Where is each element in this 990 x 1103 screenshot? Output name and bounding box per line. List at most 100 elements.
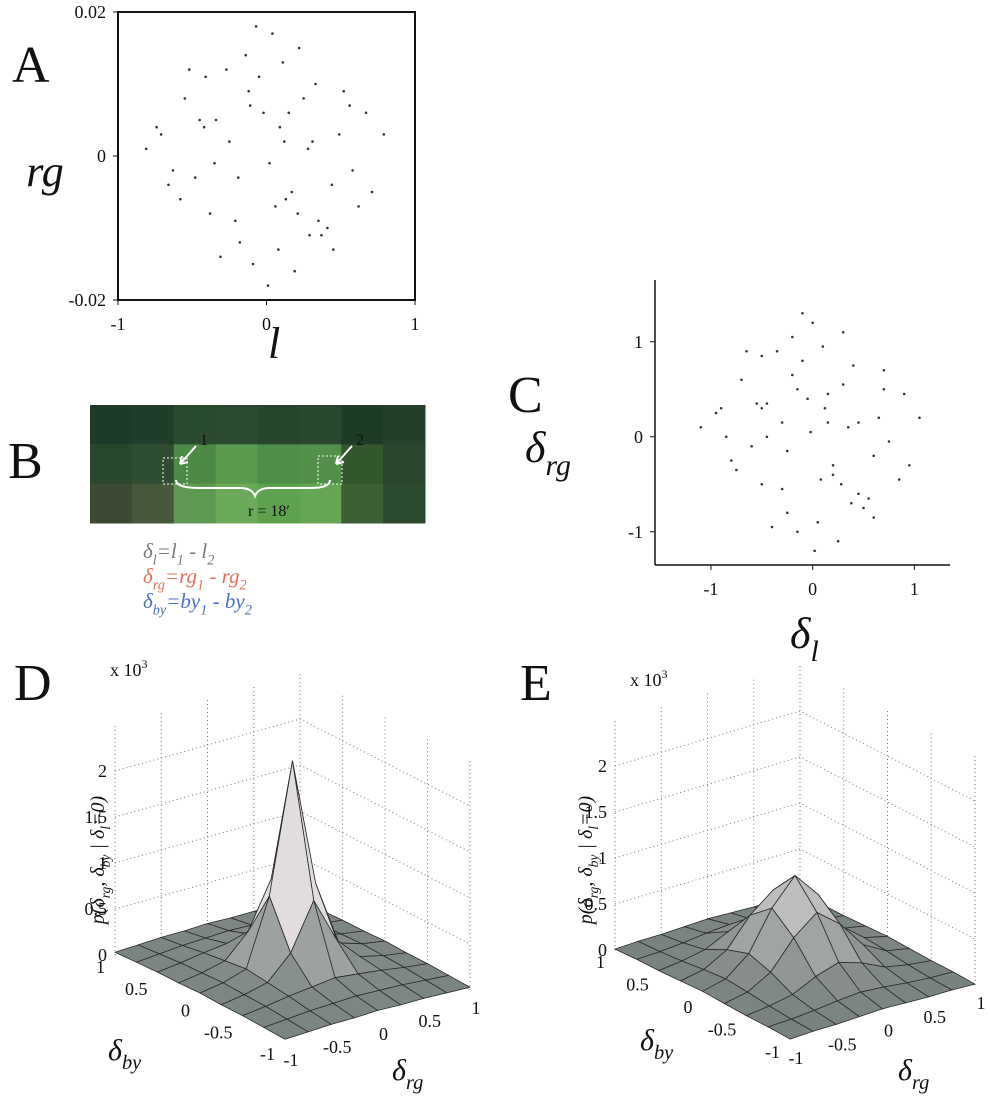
image-tile xyxy=(341,483,384,524)
panel-label: B xyxy=(8,433,43,490)
scatter-point xyxy=(214,118,218,122)
surface-patch xyxy=(263,1018,309,1040)
scatter-point xyxy=(317,219,320,223)
y-tick-label: 1 xyxy=(96,957,105,977)
patch-outline xyxy=(162,457,188,485)
x-tick-label: 1 xyxy=(411,314,420,334)
scatter-point xyxy=(811,321,814,325)
scatter-point xyxy=(791,335,794,339)
scatter-point xyxy=(765,435,769,439)
panel-label: D xyxy=(14,655,52,712)
scatter-point xyxy=(750,444,753,448)
scatter-point xyxy=(202,125,206,129)
image-tile xyxy=(90,405,133,445)
y-tick-label: 0.5 xyxy=(125,979,148,999)
scatter-point xyxy=(337,133,341,136)
z-tick-label: 2 xyxy=(598,756,607,776)
scatter-point xyxy=(745,349,748,353)
scatter-point xyxy=(908,463,911,467)
scatter-point xyxy=(850,501,853,505)
scatter-point xyxy=(729,459,733,462)
scatter-point xyxy=(755,402,759,405)
scatter-point xyxy=(785,511,789,515)
label-text: =0) xyxy=(575,795,597,825)
scatter-point xyxy=(159,133,163,136)
scatter-point xyxy=(760,482,764,486)
y-axis-title: δrg xyxy=(525,423,571,482)
brace xyxy=(175,479,331,499)
scatter-point xyxy=(826,421,830,424)
scatter-point xyxy=(902,392,906,396)
y-tick-label: 0 xyxy=(97,146,106,166)
scatter-point xyxy=(187,68,191,71)
label-text: δ xyxy=(143,589,154,613)
scatter-point xyxy=(330,183,334,187)
z-tick-label: 1 xyxy=(98,853,107,873)
label-subscript: by xyxy=(654,1042,674,1064)
label-text: =by xyxy=(166,589,201,613)
x-tick-label: -1 xyxy=(284,1050,299,1070)
x-tick-label: 0 xyxy=(884,1021,893,1041)
label-subscript: by xyxy=(122,1052,142,1074)
scatter-point xyxy=(780,421,784,424)
scatter-point xyxy=(238,241,242,244)
grid-line xyxy=(614,802,976,894)
scatter-point xyxy=(283,140,286,143)
image-tile xyxy=(173,483,217,524)
z-axis-title: p(δrg, δby | δl=0) xyxy=(575,795,601,926)
scatter-point xyxy=(262,111,265,115)
scatter-point xyxy=(796,387,799,391)
scatter-point xyxy=(236,176,240,179)
scatter-point xyxy=(831,473,835,477)
y-tick-label: 1 xyxy=(596,952,605,972)
scatter-point xyxy=(277,248,280,251)
marker-label: 2 xyxy=(356,432,364,449)
y-tick-label: 0 xyxy=(684,997,693,1017)
scatter-point xyxy=(228,140,231,143)
scatter-point xyxy=(806,397,809,401)
label-subscript: 2 xyxy=(207,552,214,568)
y-tick-label: -0.5 xyxy=(708,1020,737,1040)
label-subscript: rg xyxy=(912,1072,929,1094)
scatter-point xyxy=(308,233,311,237)
label-subscript: l xyxy=(98,826,113,830)
label-subscript: 2 xyxy=(240,577,247,593)
z-scale-base: x 10 xyxy=(110,660,142,680)
label-subscript: by xyxy=(98,854,113,868)
scatter-point xyxy=(225,68,228,71)
scatter-point xyxy=(357,205,360,208)
scatter-point xyxy=(852,364,855,367)
label-text: , δ xyxy=(87,867,109,887)
scatter-point xyxy=(326,226,329,230)
label-subscript: 1 xyxy=(200,602,207,618)
scatter-point xyxy=(809,430,812,434)
scatter-point xyxy=(144,147,148,151)
label-text: rg xyxy=(26,147,64,196)
scatter-point xyxy=(198,118,201,122)
label-subscript: l xyxy=(810,635,818,668)
scatter-point xyxy=(247,89,250,93)
y-tick-label: -1 xyxy=(628,522,643,542)
x-tick-label: -0.5 xyxy=(323,1037,352,1057)
y-tick-label: -0.5 xyxy=(204,1022,233,1042)
scatter-point xyxy=(364,111,368,115)
scatter-point xyxy=(281,61,285,64)
x-tick-label: 1 xyxy=(472,998,481,1018)
x-tick-label: -1 xyxy=(789,1048,804,1068)
panel-label: A xyxy=(12,37,50,94)
label-text: | δ xyxy=(87,829,109,854)
scatter-point xyxy=(765,402,769,405)
x-axis-title: l xyxy=(268,319,280,368)
scatter-point xyxy=(290,190,294,194)
label-subscript: rg xyxy=(545,449,571,482)
scatter-point xyxy=(302,97,305,100)
scatter-point xyxy=(234,219,237,223)
scatter-point xyxy=(785,449,789,453)
arrow xyxy=(335,445,353,465)
scatter-point xyxy=(780,487,784,491)
label-subscript: rg xyxy=(406,1072,423,1094)
label-subscript: 2 xyxy=(245,602,252,618)
scatter-point xyxy=(882,368,886,372)
scatter-point xyxy=(351,169,354,172)
